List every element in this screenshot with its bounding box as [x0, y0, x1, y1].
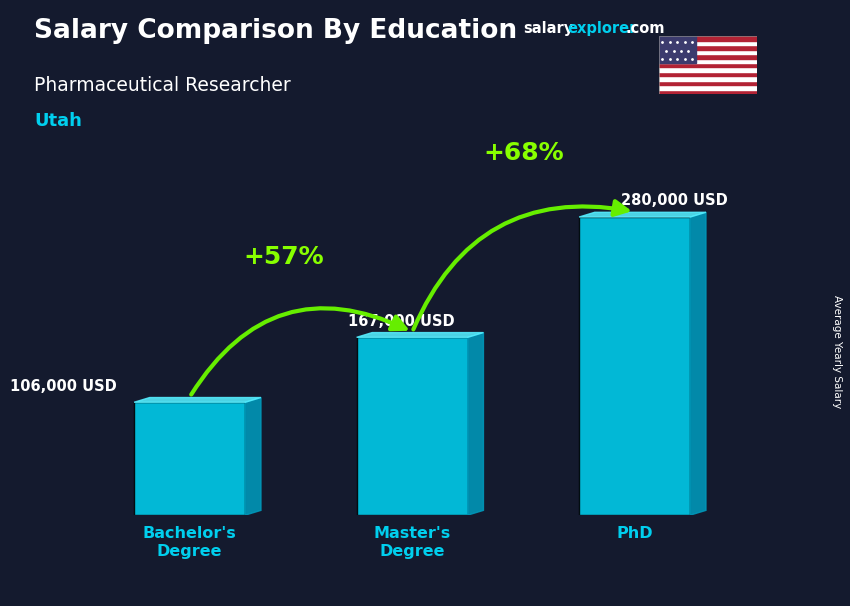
Polygon shape: [690, 212, 706, 515]
Text: +68%: +68%: [483, 141, 564, 165]
FancyBboxPatch shape: [579, 217, 690, 515]
Bar: [659, 90, 756, 94]
Polygon shape: [357, 333, 484, 338]
Polygon shape: [468, 333, 484, 515]
Text: 280,000 USD: 280,000 USD: [621, 193, 728, 208]
Bar: [659, 81, 756, 85]
Text: salary: salary: [523, 21, 573, 36]
Polygon shape: [246, 398, 261, 515]
Bar: [659, 54, 756, 59]
Text: 167,000 USD: 167,000 USD: [348, 314, 455, 329]
Bar: [659, 85, 756, 90]
Text: .com: .com: [626, 21, 665, 36]
Text: explorer: explorer: [568, 21, 638, 36]
Text: Average Yearly Salary: Average Yearly Salary: [832, 295, 842, 408]
Bar: [659, 36, 756, 41]
Bar: [659, 67, 756, 72]
Bar: [659, 41, 756, 45]
Bar: [659, 50, 756, 54]
Text: Utah: Utah: [34, 112, 82, 130]
Polygon shape: [134, 398, 261, 402]
FancyBboxPatch shape: [357, 338, 468, 515]
Bar: [659, 59, 756, 63]
FancyBboxPatch shape: [134, 402, 246, 515]
Bar: [659, 76, 756, 81]
Bar: [659, 72, 756, 76]
Bar: [659, 45, 756, 50]
Text: Salary Comparison By Education: Salary Comparison By Education: [34, 18, 517, 44]
Bar: [659, 63, 756, 67]
Text: 106,000 USD: 106,000 USD: [9, 379, 116, 394]
Bar: [659, 36, 696, 63]
Text: Pharmaceutical Researcher: Pharmaceutical Researcher: [34, 76, 291, 95]
Polygon shape: [579, 212, 706, 217]
Text: +57%: +57%: [243, 245, 324, 270]
